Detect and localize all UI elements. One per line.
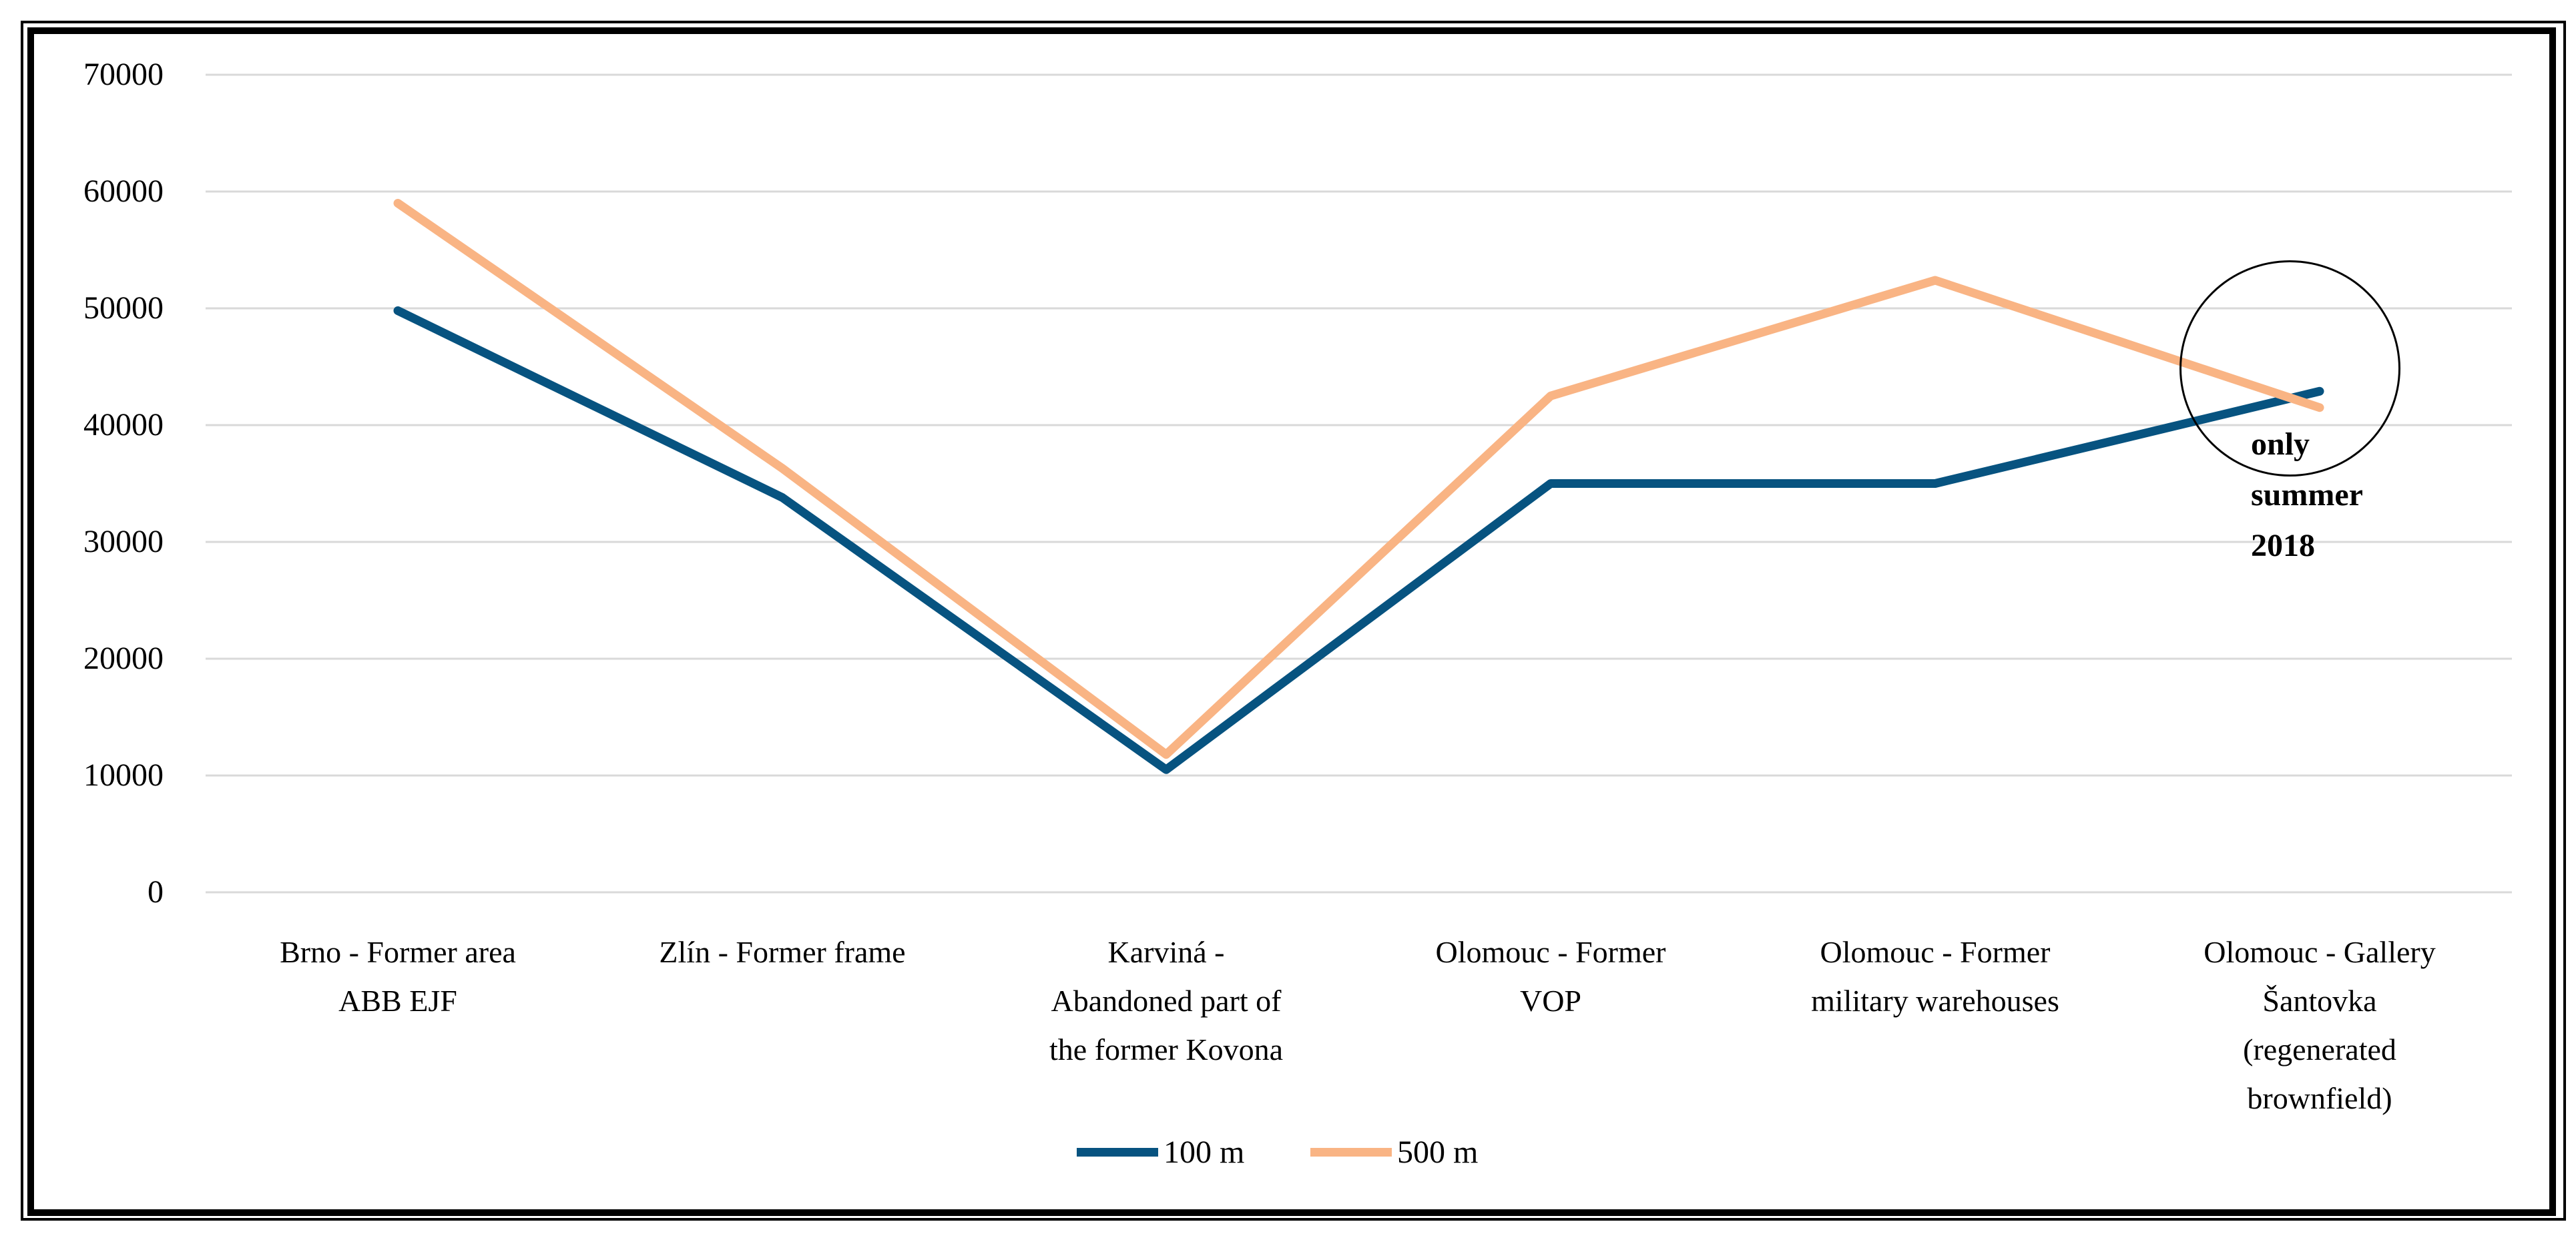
x-category-label: Zlín - Former frame bbox=[659, 935, 906, 969]
series-line-100-m bbox=[393, 306, 2324, 774]
y-tick-label: 10000 bbox=[83, 757, 164, 793]
x-category-label: Olomouc - Former VOP bbox=[1435, 935, 1666, 1018]
y-tick-label: 60000 bbox=[83, 174, 164, 209]
series-line-500-m bbox=[393, 199, 2324, 759]
y-tick-label: 20000 bbox=[83, 641, 164, 676]
x-category-label: Olomouc - Former military warehouses bbox=[1811, 935, 2059, 1018]
outer-border bbox=[21, 21, 2566, 1221]
y-tick-label: 30000 bbox=[83, 524, 164, 559]
inner-border bbox=[27, 27, 2556, 1216]
y-tick-label: 40000 bbox=[83, 407, 164, 442]
annotation-text: only summer 2018 bbox=[2251, 426, 2363, 563]
legend-label-100m: 100 m bbox=[1164, 1135, 1245, 1170]
x-category-label: Olomouc - Gallery Šantovka (regenerated … bbox=[2204, 935, 2436, 1115]
y-tick-label: 50000 bbox=[83, 290, 164, 326]
y-tick-label: 0 bbox=[148, 874, 164, 910]
y-tick-label: 70000 bbox=[83, 57, 164, 92]
legend-swatch-500m bbox=[1310, 1148, 1392, 1157]
annotation-circle bbox=[2179, 260, 2400, 477]
x-category-label: Karviná - Abandoned part of the former K… bbox=[1049, 935, 1283, 1066]
x-category-label: Brno - Former area ABB EJF bbox=[280, 935, 516, 1018]
legend-swatch-100m bbox=[1077, 1148, 1158, 1157]
legend-label-500m: 500 m bbox=[1397, 1135, 1479, 1170]
